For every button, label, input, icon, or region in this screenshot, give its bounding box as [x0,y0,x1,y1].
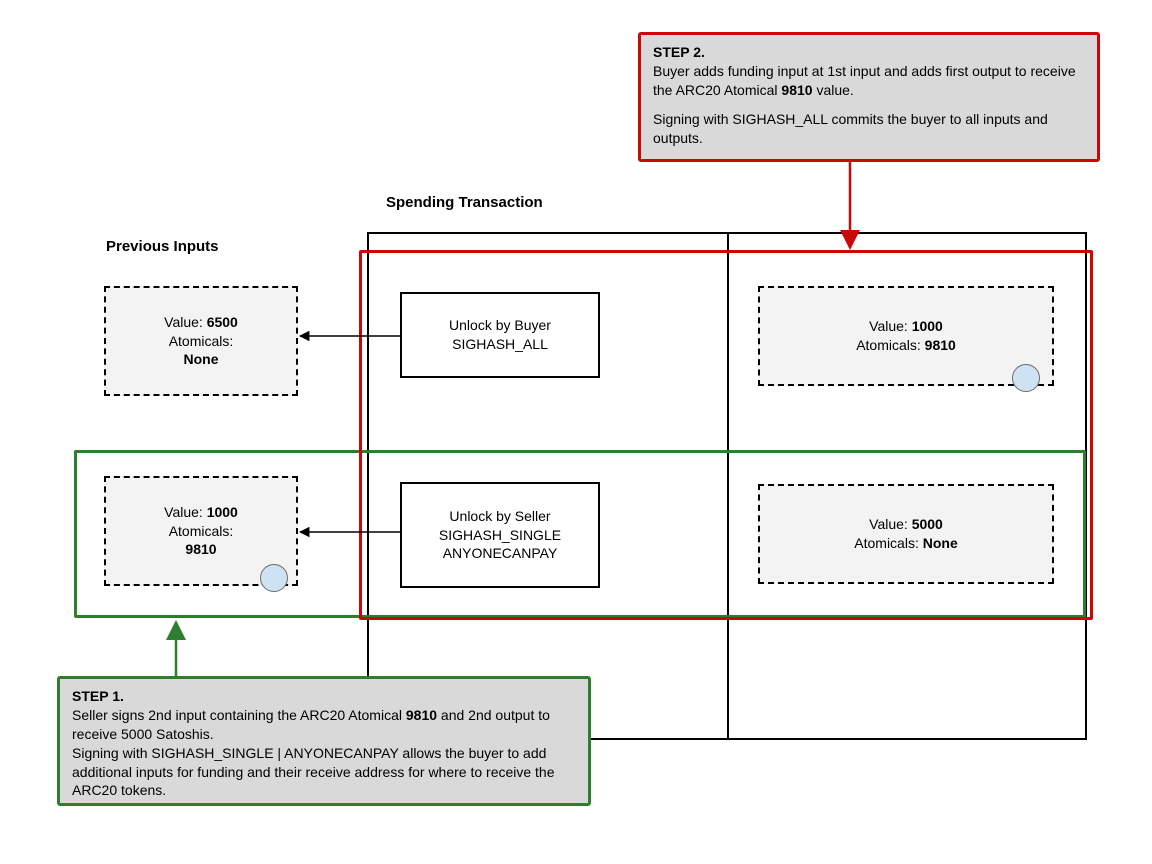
unlock-seller-line2: SIGHASH_SINGLE [439,526,561,545]
unlock-buyer-line2: SIGHASH_ALL [452,335,548,354]
step1-callout: STEP 1. Seller signs 2nd input containin… [57,676,591,806]
prev0-value-label: Value: [164,314,207,330]
step1-line2: Signing with SIGHASH_SINGLE | ANYONECANP… [72,744,576,801]
step1-title: STEP 1. [72,688,124,704]
step2-title: STEP 2. [653,44,705,60]
prev1-atomicals-label: Atomicals: [169,522,234,541]
prev0-atomicals: None [184,350,219,369]
step2-line1-bold: 9810 [781,82,812,98]
out1-value-label: Value: [869,516,912,532]
prev1-value: 1000 [207,504,238,520]
out0-atomicals: 9810 [925,337,956,353]
prev1-atomicals: 9810 [185,540,216,559]
step2-line2: Signing with SIGHASH_ALL commits the buy… [653,110,1085,148]
step1-line1-bold: 9810 [406,707,437,723]
out0-atomicals-label: Atomicals: [856,337,924,353]
prev0-value: 6500 [207,314,238,330]
unlock-seller-line3: ANYONECANPAY [443,544,558,563]
unlock-seller: Unlock by Seller SIGHASH_SINGLE ANYONECA… [400,482,600,588]
diagram-root: Spending Transaction Previous Inputs STE… [0,0,1152,864]
unlock-seller-line1: Unlock by Seller [449,507,550,526]
out0-value-label: Value: [869,318,912,334]
transaction-divider [727,234,729,738]
token-icon [260,564,288,592]
step2-line1b: value. [813,82,854,98]
out1-atomicals: None [923,535,958,551]
prev-input-0: Value: 6500 Atomicals: None [104,286,298,396]
prev1-value-label: Value: [164,504,207,520]
step2-callout: STEP 2. Buyer adds funding input at 1st … [638,32,1100,162]
unlock-buyer: Unlock by Buyer SIGHASH_ALL [400,292,600,378]
out1-value: 5000 [912,516,943,532]
out0-value: 1000 [912,318,943,334]
previous-inputs-label: Previous Inputs [106,238,219,255]
spending-transaction-label: Spending Transaction [386,194,543,211]
output-0: Value: 1000 Atomicals: 9810 [758,286,1054,386]
step1-line1a: Seller signs 2nd input containing the AR… [72,707,406,723]
unlock-buyer-line1: Unlock by Buyer [449,316,551,335]
output-1: Value: 5000 Atomicals: None [758,484,1054,584]
prev-input-1: Value: 1000 Atomicals: 9810 [104,476,298,586]
step2-line1a: Buyer adds funding input at 1st input an… [653,63,1076,98]
prev0-atomicals-label: Atomicals: [169,332,234,351]
token-icon [1012,364,1040,392]
out1-atomicals-label: Atomicals: [854,535,922,551]
